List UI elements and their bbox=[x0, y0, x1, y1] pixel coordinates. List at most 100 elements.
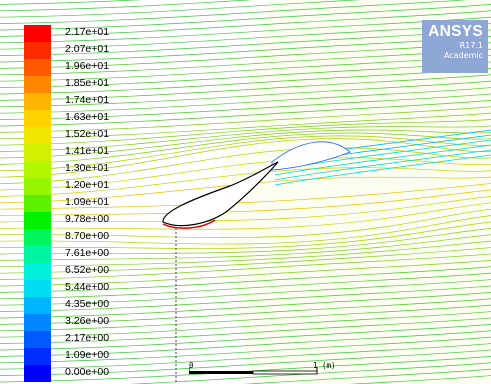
streamline bbox=[242, 368, 491, 384]
legend-label: 8.70e+00 bbox=[65, 230, 110, 242]
legend-swatch bbox=[24, 59, 51, 76]
legend-swatch bbox=[24, 178, 51, 195]
streamline bbox=[0, 74, 491, 101]
legend-swatch bbox=[24, 246, 51, 263]
streamline bbox=[348, 375, 491, 384]
streamline bbox=[0, 125, 491, 152]
streamline bbox=[0, 215, 491, 245]
airfoil[interactable] bbox=[162, 161, 279, 227]
legend-label: 1.96e+01 bbox=[65, 60, 110, 72]
legend-label: 0.00e+00 bbox=[65, 366, 110, 378]
scale-bar-segment-dark bbox=[189, 371, 253, 374]
legend-label: 3.26e+00 bbox=[65, 315, 110, 327]
wake-streamline bbox=[274, 149, 491, 181]
stagnation-streamline bbox=[162, 219, 216, 229]
streamline bbox=[0, 202, 491, 230]
streamline bbox=[0, 279, 491, 306]
logo-edition: Academic bbox=[443, 51, 483, 60]
streamline bbox=[0, 93, 491, 120]
streamline bbox=[0, 0, 470, 24]
legend-label: 9.78e+00 bbox=[65, 213, 110, 225]
streamline bbox=[0, 349, 491, 376]
legend-swatch bbox=[24, 314, 51, 331]
streamline bbox=[0, 87, 491, 114]
legend-label: 2.17e+01 bbox=[65, 26, 110, 38]
streamline bbox=[0, 3, 491, 31]
legend-label: 1.09e+00 bbox=[65, 349, 110, 361]
streamline bbox=[0, 272, 491, 300]
legend-label: 1.52e+01 bbox=[65, 128, 110, 140]
legend-label: 6.52e+00 bbox=[65, 264, 110, 276]
legend-swatch bbox=[24, 297, 51, 314]
streamline bbox=[0, 323, 491, 351]
wake-streamline bbox=[274, 144, 491, 176]
streamline bbox=[0, 247, 491, 274]
legend-swatch bbox=[24, 212, 51, 229]
streamline bbox=[0, 291, 491, 319]
streamline bbox=[0, 311, 491, 338]
streamline bbox=[0, 106, 491, 133]
wake-streamline bbox=[274, 154, 491, 186]
legend-label: 5.44e+00 bbox=[65, 281, 110, 293]
streamline bbox=[0, 119, 491, 146]
streamline bbox=[0, 99, 491, 127]
streamline bbox=[0, 253, 491, 280]
streamline bbox=[0, 167, 491, 197]
separation-region bbox=[271, 141, 351, 171]
legend-label: 1.09e+01 bbox=[65, 196, 110, 208]
legend-label: 1.63e+01 bbox=[65, 111, 110, 123]
scale-right-label: 1 (m) bbox=[313, 361, 336, 370]
legend-swatch bbox=[24, 195, 51, 212]
legend-swatch bbox=[24, 76, 51, 93]
scale-left-label: 0 bbox=[189, 361, 194, 370]
streamline bbox=[0, 234, 491, 261]
streamline bbox=[0, 336, 491, 364]
streamline bbox=[0, 112, 491, 140]
legend-label: 1.41e+01 bbox=[65, 145, 110, 157]
logo-brand: ANSYS bbox=[428, 23, 483, 40]
streamline bbox=[0, 240, 491, 268]
streamline bbox=[0, 0, 254, 12]
streamline bbox=[0, 355, 491, 383]
legend-label: 1.30e+01 bbox=[65, 162, 110, 174]
streamline bbox=[0, 176, 491, 204]
streamline bbox=[0, 285, 491, 312]
legend-label: 7.61e+00 bbox=[65, 247, 110, 259]
streamline bbox=[0, 129, 491, 159]
legend-label: 2.17e+00 bbox=[65, 332, 110, 344]
legend-label: 1.74e+01 bbox=[65, 94, 110, 106]
streamline bbox=[0, 196, 491, 223]
legend-label: 2.07e+01 bbox=[65, 43, 110, 55]
streamline bbox=[0, 259, 491, 287]
logo-version: R17.1 bbox=[459, 41, 483, 50]
legend-swatch bbox=[24, 42, 51, 59]
legend-swatch bbox=[24, 365, 51, 382]
legend-swatch bbox=[24, 263, 51, 280]
streamline bbox=[0, 317, 491, 344]
velocity-shading bbox=[210, 0, 491, 384]
streamline bbox=[0, 228, 491, 255]
legend-swatch bbox=[24, 25, 51, 42]
streamline bbox=[0, 132, 491, 165]
streamline bbox=[0, 138, 491, 178]
scale-bar-graphic bbox=[188, 367, 318, 375]
streamline bbox=[0, 0, 362, 18]
legend-label: 4.35e+00 bbox=[65, 298, 110, 310]
legend-swatch bbox=[24, 161, 51, 178]
scale-bar: 0 1 (m) bbox=[188, 361, 345, 378]
legend-swatch bbox=[24, 229, 51, 246]
legend-label: 1.85e+01 bbox=[65, 77, 110, 89]
streamline bbox=[0, 183, 491, 210]
legend-swatch bbox=[24, 93, 51, 110]
legend-swatch bbox=[24, 331, 51, 348]
legend-swatch bbox=[24, 280, 51, 297]
ansys-logo: ANSYS R17.1 Academic bbox=[422, 20, 488, 73]
legend-swatch bbox=[24, 127, 51, 144]
streamline bbox=[0, 343, 491, 370]
streamline bbox=[0, 266, 491, 293]
streamline bbox=[0, 189, 491, 216]
streamline bbox=[0, 135, 491, 172]
legend-label: 1.20e+01 bbox=[65, 179, 110, 191]
